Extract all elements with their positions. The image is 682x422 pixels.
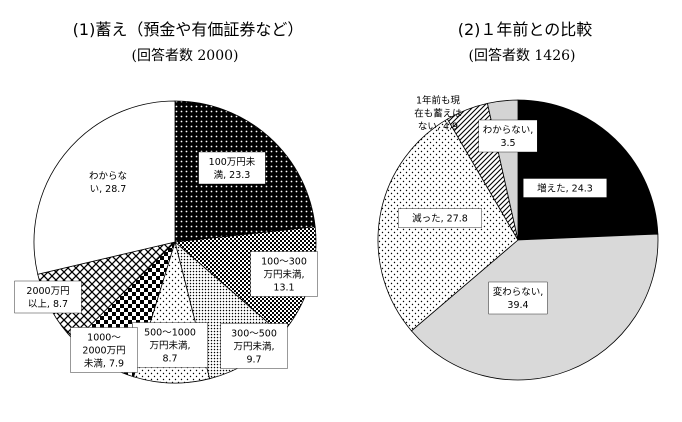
- slice-label-line: 500～1000: [144, 328, 196, 339]
- slice-label-line: 3.5: [500, 138, 515, 149]
- slice-label-line: わからない,: [483, 125, 534, 136]
- slice-label-line: 万円未満,: [263, 269, 304, 281]
- slice-label-box: [14, 280, 82, 314]
- slice-label-line: 2000万円: [82, 346, 125, 357]
- slice-label: わからない, 3.5: [478, 119, 538, 153]
- slice-label-line: ない, 4.9: [418, 122, 458, 133]
- slice-label-box: [398, 208, 483, 228]
- slice-label-line: 8.7: [162, 354, 177, 365]
- chart2-subtitle: (回答者数 1426): [468, 47, 575, 64]
- slice-label-line: 100万円未: [209, 156, 256, 168]
- slice-label-box: [523, 178, 608, 198]
- slice-label-line: い, 28.7: [90, 184, 127, 195]
- slice-label-line: 9.7: [246, 355, 261, 366]
- slice-label-line: 在も蓄えは: [414, 108, 462, 120]
- slice-label-box: [70, 327, 138, 373]
- slice-label-line: 2000万円: [26, 286, 69, 297]
- pie-slice: [517, 99, 659, 241]
- slice-label-line: 300～500: [231, 329, 277, 340]
- slice-label-line: 100～300: [261, 257, 307, 268]
- slice-label-line: 13.1: [273, 283, 294, 294]
- slice-label-line: わからな: [89, 171, 127, 182]
- slice-label: わからない, 28.7: [89, 171, 127, 195]
- slice-label-line: 万円未満,: [149, 340, 190, 352]
- chart2-title: (2)１年前との比較: [458, 20, 593, 39]
- slice-label-line: 万円未満,: [233, 341, 274, 353]
- slice-label-line: 増えた, 24.3: [537, 183, 593, 195]
- slice-label: 変わらない, 39.4: [488, 281, 548, 315]
- pie-slice: [33, 100, 176, 275]
- slice-label-line: 未満, 7.9: [84, 358, 124, 370]
- slice-label-box: [132, 322, 208, 368]
- slice-label-box: [220, 323, 288, 369]
- slice-label-line: 1年前も現: [416, 95, 461, 107]
- chart1-subtitle: (回答者数 2000): [131, 47, 238, 64]
- slice-label-line: 1000～: [87, 333, 121, 344]
- slice-label-box: [250, 251, 318, 297]
- slice-label-box: [488, 281, 548, 315]
- slice-label-line: 減った, 27.8: [412, 213, 468, 225]
- slice-label-line: 満, 23.3: [214, 170, 251, 181]
- slice-label: 減った, 27.8: [398, 208, 483, 228]
- slice-label-box: [478, 119, 538, 153]
- slice-label: 増えた, 24.3: [523, 178, 608, 198]
- slice-label-box: [198, 151, 266, 185]
- pie-chart-comparison: 増えた, 24.3 変わらない, 39.4 減った, 27.8 1年前も現在も蓄えはない…: [377, 95, 659, 381]
- slice-label-line: 変わらない,: [493, 286, 544, 298]
- slice-label-line: 以上, 8.7: [28, 299, 68, 310]
- slice-label-line: 39.4: [507, 300, 528, 311]
- chart1-title: (1)蓄え（預金や有価証券など）: [73, 20, 304, 39]
